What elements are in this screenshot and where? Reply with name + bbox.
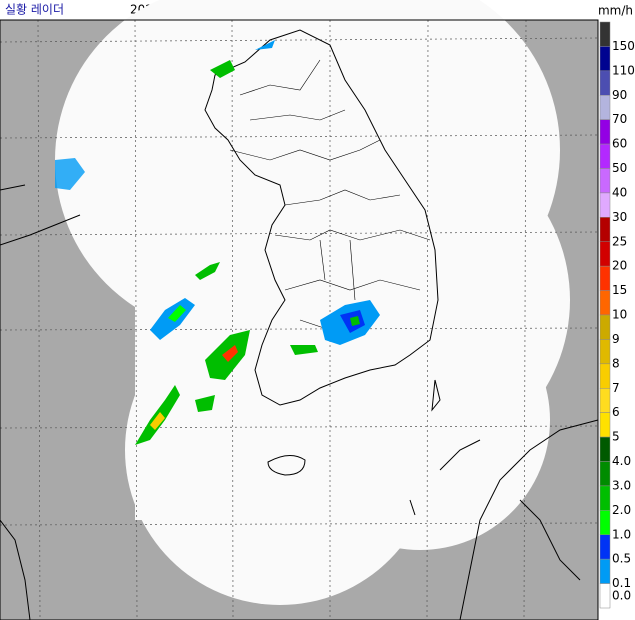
echo <box>195 395 215 412</box>
coast <box>204 29 439 406</box>
island <box>267 455 306 476</box>
legend-label: 90 <box>612 88 627 102</box>
legend-swatch <box>599 168 611 194</box>
legend-label: 0.5 <box>612 552 631 566</box>
map <box>0 0 599 620</box>
legend-swatch <box>599 314 611 340</box>
legend-label: 70 <box>612 112 627 126</box>
legend-label: 50 <box>612 161 627 175</box>
echo <box>135 385 180 445</box>
island <box>409 379 441 516</box>
echo <box>210 60 235 78</box>
legend-label: 9 <box>612 332 620 346</box>
legend-label: 1.0 <box>612 527 631 541</box>
legend-swatch <box>599 534 611 560</box>
legend-swatch <box>599 241 611 267</box>
coastlines <box>0 29 599 620</box>
legend-label: 30 <box>612 210 627 224</box>
legend-label: 10 <box>612 308 627 322</box>
unit: mm/h <box>598 4 633 18</box>
coverage <box>135 280 435 520</box>
legend-label: 15 <box>612 283 627 297</box>
legend-swatch <box>599 143 611 169</box>
echo <box>222 345 238 362</box>
coast <box>0 519 31 620</box>
legend-label: 40 <box>612 185 627 199</box>
legend-swatch <box>599 436 611 462</box>
legend-label: 5 <box>612 430 620 444</box>
legend-label: 6 <box>612 405 620 419</box>
legend-swatch <box>599 119 611 145</box>
legend-swatch <box>599 265 611 291</box>
map-frame <box>0 19 599 620</box>
echo <box>255 40 275 50</box>
legend-swatch <box>599 46 611 72</box>
legend-swatch <box>599 363 611 389</box>
legend-swatch <box>599 510 611 536</box>
echo <box>150 412 165 430</box>
legend: 150 110 90 70 60 50 40 30 25 20 15 10 9 8 7 6 5 4.0 3.0 2.0… <box>599 21 635 609</box>
legend-label: 60 <box>612 137 627 151</box>
legend-label: 25 <box>612 234 627 248</box>
legend-label: 110 <box>612 63 635 77</box>
legend-swatch <box>599 217 611 242</box>
boundary <box>239 59 346 121</box>
title: 실황 레이더 <box>5 3 64 17</box>
legend-swatch <box>599 192 611 218</box>
legend-swatch <box>599 583 611 609</box>
legend-swatch <box>599 95 611 120</box>
legend-label: 2.0 <box>612 503 631 517</box>
legend-swatch <box>599 290 611 316</box>
legend-label: 20 <box>612 259 627 273</box>
echo <box>290 345 318 355</box>
legend-swatch <box>599 412 611 438</box>
legend-label: 150 <box>612 39 635 53</box>
echo <box>195 262 220 280</box>
legend-label: 3.0 <box>612 478 631 492</box>
legend-swatch <box>599 461 611 487</box>
legend-label: 0.0 <box>612 588 631 602</box>
legend-swatch <box>599 558 611 584</box>
radar-coverage <box>55 0 570 605</box>
legend-label: 0.1 <box>612 576 631 590</box>
echo <box>55 158 85 190</box>
legend-swatch <box>599 339 611 365</box>
precipitation <box>55 40 380 445</box>
legend-label: 4.0 <box>612 454 631 468</box>
legend-swatch <box>599 485 611 511</box>
legend-swatch <box>599 21 611 47</box>
coast <box>439 419 599 620</box>
legend-label: 8 <box>612 356 620 370</box>
echo <box>350 316 360 326</box>
legend-swatch <box>599 70 611 96</box>
echo <box>168 305 186 322</box>
legend-swatch <box>599 388 611 413</box>
coast <box>0 184 81 246</box>
legend-label: 7 <box>612 381 620 395</box>
